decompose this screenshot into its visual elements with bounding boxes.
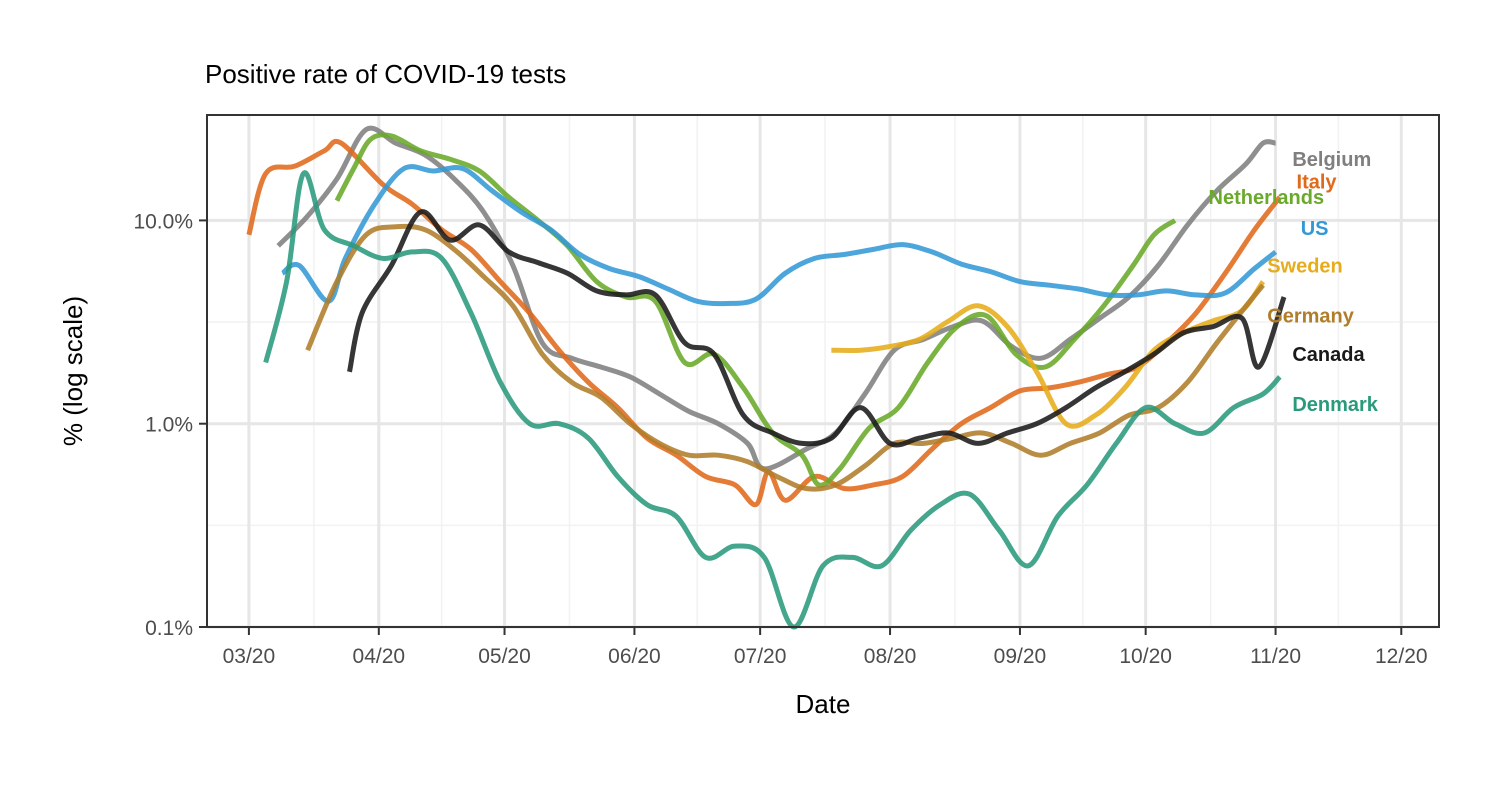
x-tick-label: 04/20	[353, 645, 406, 668]
grid-lines	[207, 115, 1439, 629]
series-lines	[246, 125, 1287, 630]
x-tick-label: 05/20	[478, 645, 531, 668]
plot-border	[206, 114, 1440, 628]
x-tick-label: 08/20	[864, 645, 917, 668]
x-tick-label: 07/20	[734, 645, 787, 668]
series-label-canada: Canada	[1292, 344, 1365, 366]
series-line-italy	[246, 138, 1282, 508]
series-line-germany	[305, 223, 1265, 492]
series-label-italy: Italy	[1297, 172, 1338, 194]
x-tick-label: 03/20	[223, 645, 276, 668]
x-tick-label: 06/20	[608, 645, 661, 668]
series-label-germany: Germany	[1267, 306, 1355, 328]
series-label-us: US	[1301, 218, 1329, 240]
y-tick-label: 0.1%	[145, 617, 193, 640]
series-label-belgium: Belgium	[1292, 149, 1371, 171]
x-tick-label: 10/20	[1119, 645, 1172, 668]
y-tick-label: 10.0%	[133, 210, 193, 233]
plot-background	[207, 115, 1439, 627]
series-line-denmark	[263, 170, 1282, 630]
series-line-netherlands	[334, 132, 1177, 488]
series-line-us	[280, 164, 1278, 307]
x-axis: 03/20 04/20 05/20 06/20 07/20 08/20 09/20 10/20…	[223, 627, 1428, 668]
x-tick-label: 11/20	[1250, 645, 1301, 668]
x-tick-label: 09/20	[994, 645, 1047, 668]
y-tick-label: 1.0%	[145, 414, 193, 437]
y-axis-title: % (log scale)	[58, 296, 88, 446]
x-tick-label: 12/20	[1375, 645, 1428, 668]
series-line-canada	[347, 209, 1287, 448]
series-label-netherlands: Netherlands	[1209, 187, 1325, 209]
series-label-denmark: Denmark	[1292, 394, 1378, 416]
chart-title: Positive rate of COVID-19 tests	[205, 59, 566, 89]
x-axis-title: Date	[796, 689, 851, 719]
y-axis: 0.1% 1.0% 10.0%	[133, 210, 207, 640]
series-label-sweden: Sweden	[1267, 256, 1343, 278]
